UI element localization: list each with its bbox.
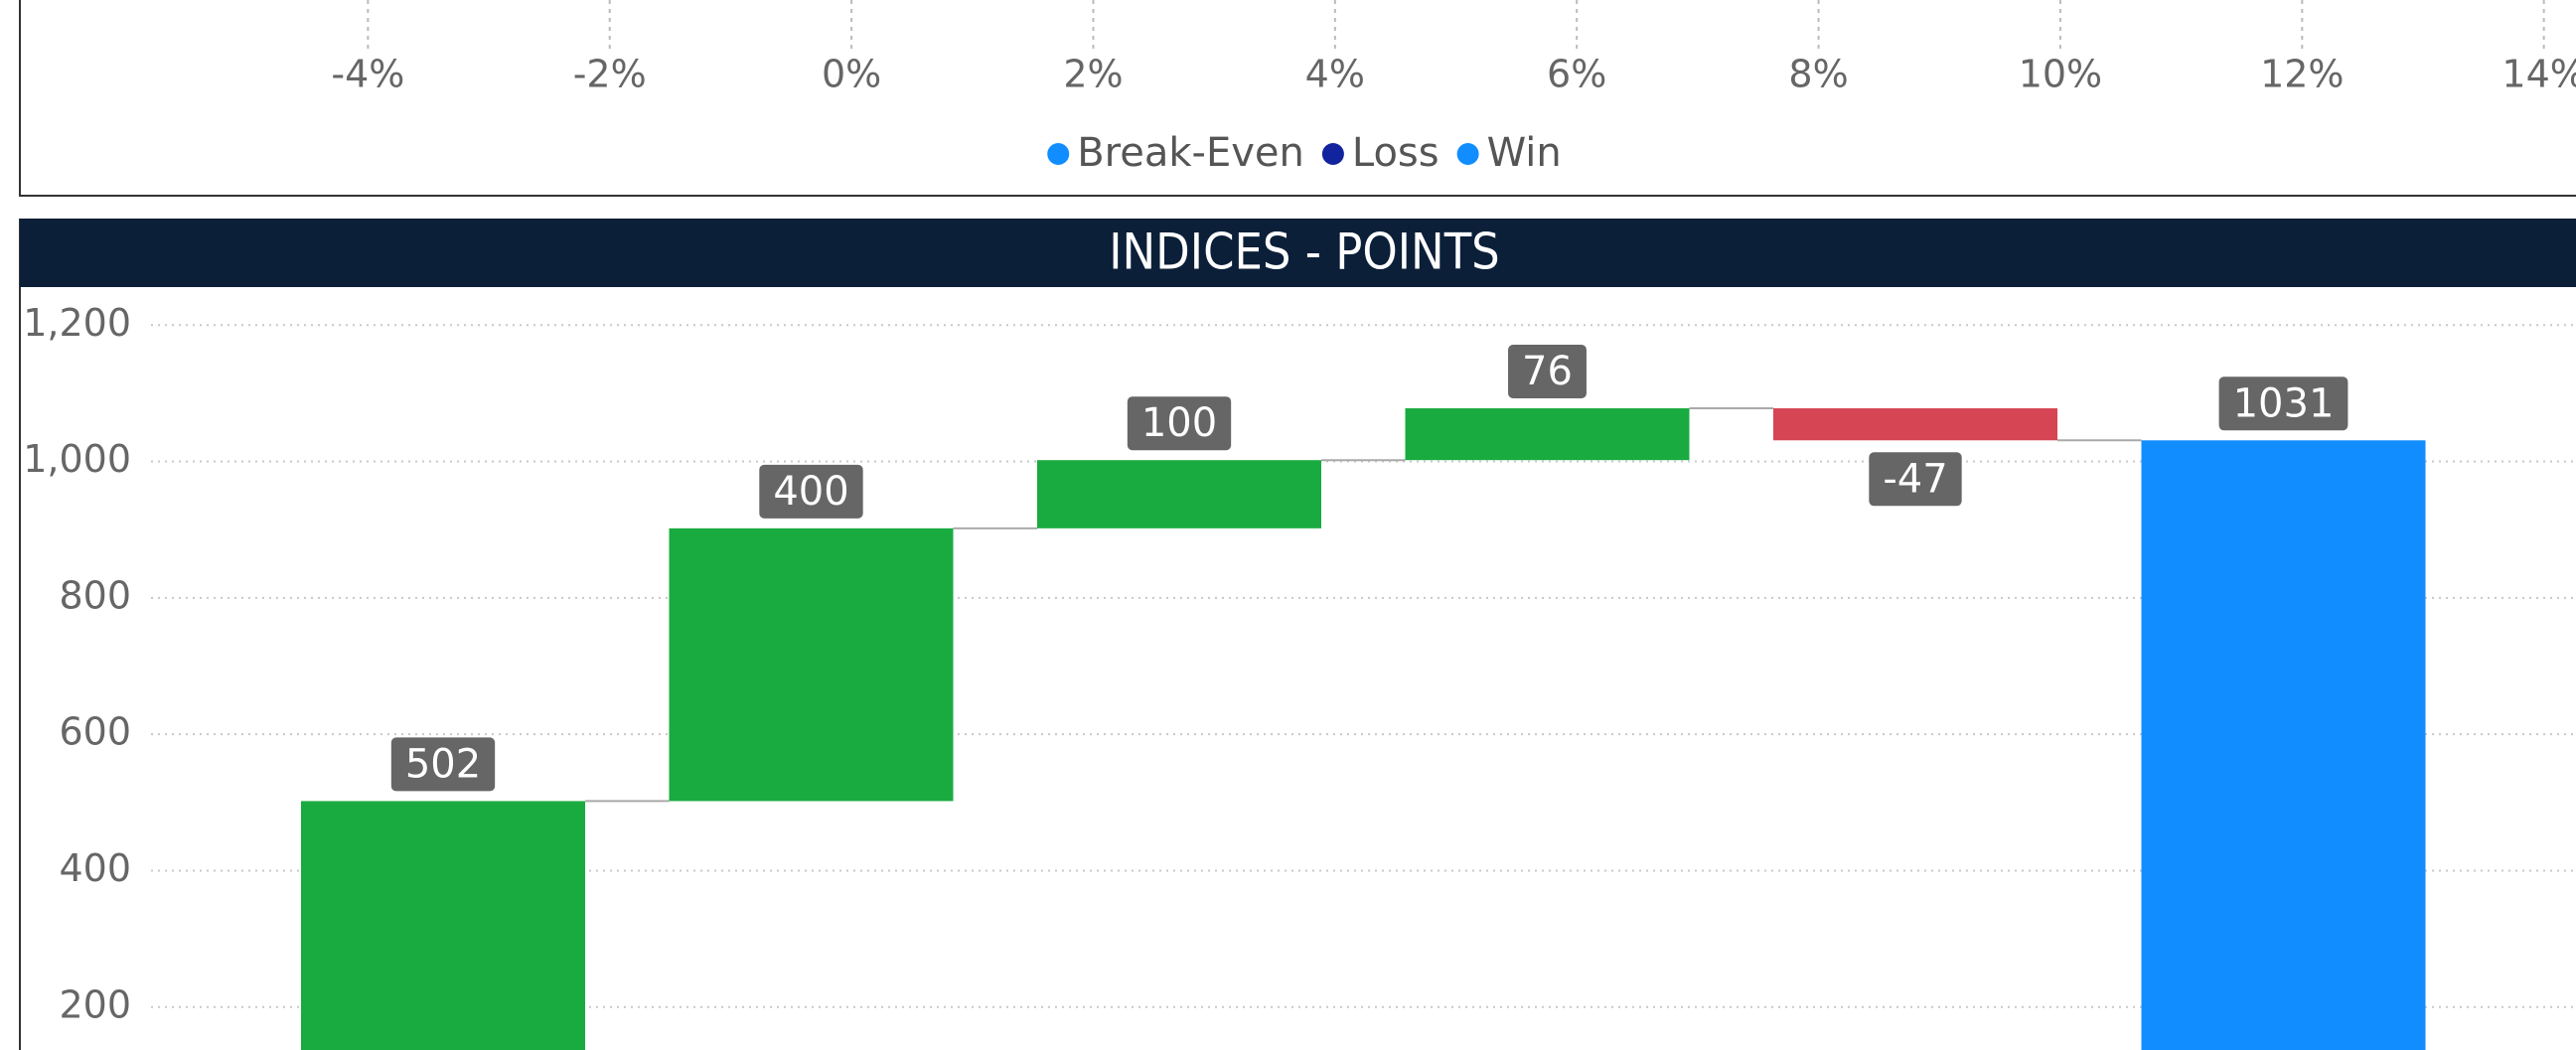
bar: [1405, 408, 1690, 461]
data-label: 400: [773, 469, 848, 515]
legend-label: Win: [1487, 130, 1562, 176]
data-label-box: [2218, 376, 2349, 431]
bar: [301, 801, 585, 1050]
y-tick-label: 800: [59, 573, 131, 617]
data-label-box: [390, 737, 496, 792]
y-tick-label: 1,000: [23, 437, 131, 481]
x-tick-label: 10%: [2019, 53, 2102, 96]
x-tick-label: -2%: [573, 53, 647, 96]
x-tick-label: 8%: [1788, 53, 1848, 96]
legend-marker: [1456, 143, 1479, 165]
y-tick-label: 400: [59, 846, 131, 890]
x-tick-label: 12%: [2260, 53, 2344, 96]
bar: [1037, 460, 1321, 528]
bar: [669, 527, 954, 802]
x-tick-label: 6%: [1547, 53, 1606, 96]
data-label: -47: [1883, 456, 1947, 502]
data-label: 76: [1522, 349, 1573, 394]
legend-label: Loss: [1352, 130, 1440, 176]
data-label: 502: [405, 741, 481, 787]
top-panel: [19, 0, 2576, 197]
chart-title: INDICES - POINTS: [1109, 224, 1499, 281]
data-label: 1031: [2233, 380, 2335, 426]
title-bar: [20, 219, 2576, 287]
legend-label: Break-Even: [1077, 130, 1304, 176]
legend-marker: [1047, 143, 1070, 165]
data-label-box: [1508, 345, 1587, 399]
x-tick-label: 4%: [1305, 53, 1365, 96]
x-tick-label: -4%: [331, 53, 404, 96]
bar: [1773, 408, 2057, 441]
data-label: 100: [1141, 400, 1217, 446]
legend-marker: [1321, 143, 1344, 165]
x-tick-label: 14%: [2501, 53, 2576, 96]
data-label-box: [759, 464, 863, 519]
data-label-box: [1869, 452, 1962, 507]
data-label-box: [1127, 396, 1232, 451]
bar: [2141, 440, 2426, 1050]
y-tick-label: 600: [59, 710, 131, 754]
y-tick-label: 1,200: [23, 301, 131, 345]
y-tick-label: 200: [59, 982, 131, 1026]
x-tick-label: 0%: [822, 53, 881, 96]
x-tick-label: 2%: [1063, 53, 1123, 96]
